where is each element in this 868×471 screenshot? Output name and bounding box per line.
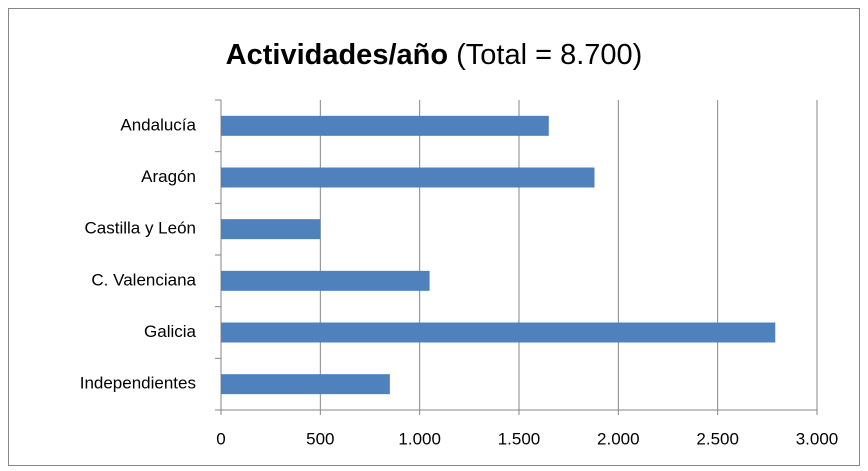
bar [221, 270, 430, 291]
x-tick-label: 500 [306, 429, 334, 448]
y-tick-label: Galicia [144, 322, 197, 341]
y-tick-label: Andalucía [120, 115, 196, 134]
bar [221, 115, 549, 136]
x-tick-label: 2.500 [696, 429, 739, 448]
bar [221, 374, 390, 395]
title-note: (Total = 8.700) [456, 39, 642, 71]
bar [221, 322, 776, 343]
x-tick-label: 3.000 [796, 429, 839, 448]
x-tick-label: 2.000 [597, 429, 640, 448]
title-main: Actividades/año [226, 39, 448, 71]
y-tick-label: C. Valenciana [91, 270, 196, 289]
bar [221, 219, 321, 240]
y-tick-label: Independientes [80, 374, 196, 393]
chart-title: Actividades/año (Total = 8.700) [226, 39, 643, 71]
y-tick-label: Castilla y León [84, 219, 196, 238]
x-tick-label: 0 [216, 429, 225, 448]
x-tick-label: 1.500 [498, 429, 541, 448]
bar [221, 167, 595, 188]
y-tick-label: Aragón [141, 167, 196, 186]
x-tick-label: 1.000 [398, 429, 441, 448]
